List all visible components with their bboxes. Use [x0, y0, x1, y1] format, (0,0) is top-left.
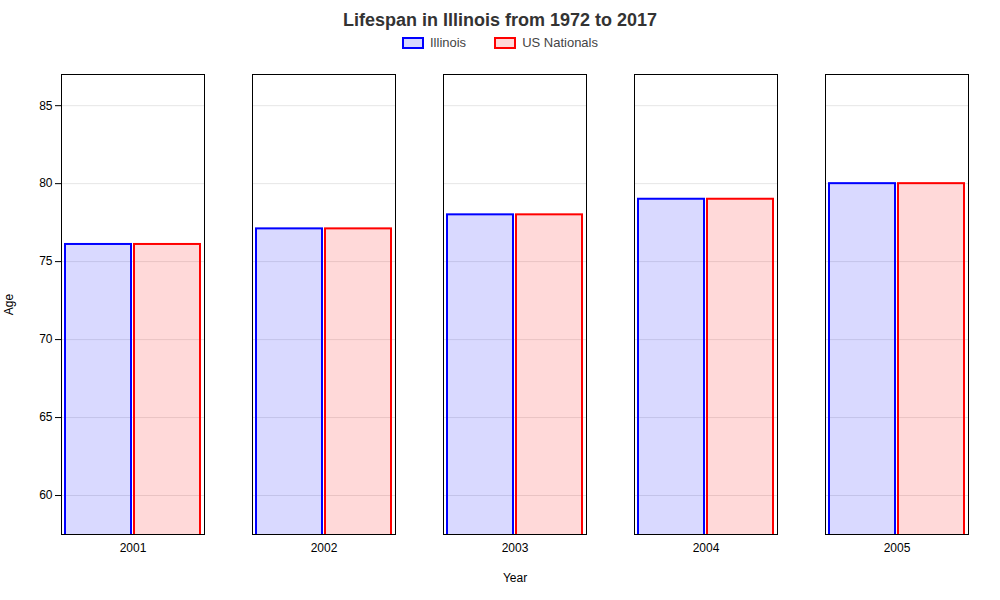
svg-text:60: 60: [39, 488, 53, 502]
svg-text:80: 80: [39, 176, 53, 190]
svg-text:65: 65: [39, 410, 53, 424]
svg-text:85: 85: [39, 99, 53, 113]
svg-text:70: 70: [39, 332, 53, 346]
html-text:Illinois: Illinois: [430, 35, 467, 50]
svg-text:2004: 2004: [693, 541, 720, 555]
svg-text:2001: 2001: [120, 541, 147, 555]
svg-text:2002: 2002: [311, 541, 338, 555]
svg-text:Year: Year: [503, 571, 527, 585]
html-text:US Nationals: US Nationals: [522, 35, 598, 50]
svg-text:Age: Age: [2, 294, 16, 316]
html-text:Lifespan in Illinois from 1972: Lifespan in Illinois from 1972 to 2017: [342, 10, 657, 30]
svg-text:2005: 2005: [884, 541, 911, 555]
svg-text:75: 75: [39, 254, 53, 268]
svg-text:2003: 2003: [502, 541, 529, 555]
